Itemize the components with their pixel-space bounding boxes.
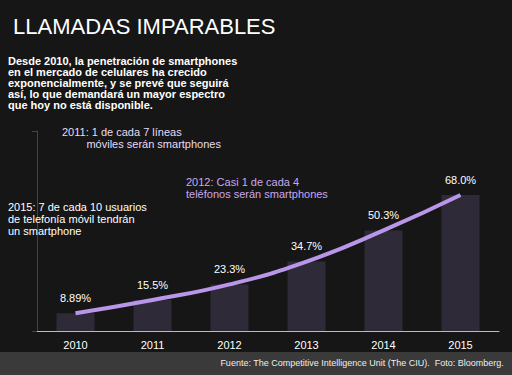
svg-text:2015: 2015 <box>448 339 472 351</box>
svg-text:de telefonía móvil tendrán: de telefonía móvil tendrán <box>8 213 135 225</box>
svg-text:en el mercado de celulares ha: en el mercado de celulares ha crecido <box>8 65 207 78</box>
svg-text:LLAMADAS IMPARABLES: LLAMADAS IMPARABLES <box>13 14 275 39</box>
svg-text:2011: 2011 <box>141 339 165 351</box>
svg-text:2012: Casi 1 de cada 4: 2012: Casi 1 de cada 4 <box>186 176 299 188</box>
svg-text:así, lo que demandará un mayor: así, lo que demandará un mayor espectro <box>8 87 225 100</box>
svg-text:2010: 2010 <box>63 339 87 351</box>
svg-text:2013: 2013 <box>294 339 318 351</box>
svg-text:teléfonos serán smartphones: teléfonos serán smartphones <box>186 188 328 200</box>
svg-text:2014: 2014 <box>371 339 395 351</box>
svg-text:que hoy no está disponible.: que hoy no está disponible. <box>8 99 153 111</box>
svg-text:Fuente: The Competitive Intell: Fuente: The Competitive Intelligence Uni… <box>220 358 503 368</box>
svg-text:2011: 1 de cada 7 líneas: 2011: 1 de cada 7 líneas <box>62 126 182 138</box>
svg-text:Desde 2010, la penetración de: Desde 2010, la penetración de smartphone… <box>8 54 238 67</box>
svg-text:exponencialmente, y se prevé q: exponencialmente, y se prevé que seguirá <box>8 76 229 89</box>
svg-text:8.89%: 8.89% <box>60 292 91 304</box>
svg-text:15.5%: 15.5% <box>137 279 168 291</box>
svg-text:móviles serán smartphones: móviles serán smartphones <box>62 138 221 150</box>
svg-text:68.0%: 68.0% <box>445 174 476 186</box>
svg-text:2015: 7 de cada 10 usuarios: 2015: 7 de cada 10 usuarios <box>8 201 147 213</box>
svg-text:2012: 2012 <box>217 339 241 351</box>
svg-text:50.3%: 50.3% <box>368 209 399 221</box>
svg-text:un smartphone: un smartphone <box>8 225 81 237</box>
svg-text:23.3%: 23.3% <box>214 263 245 275</box>
svg-text:34.7%: 34.7% <box>291 240 322 252</box>
